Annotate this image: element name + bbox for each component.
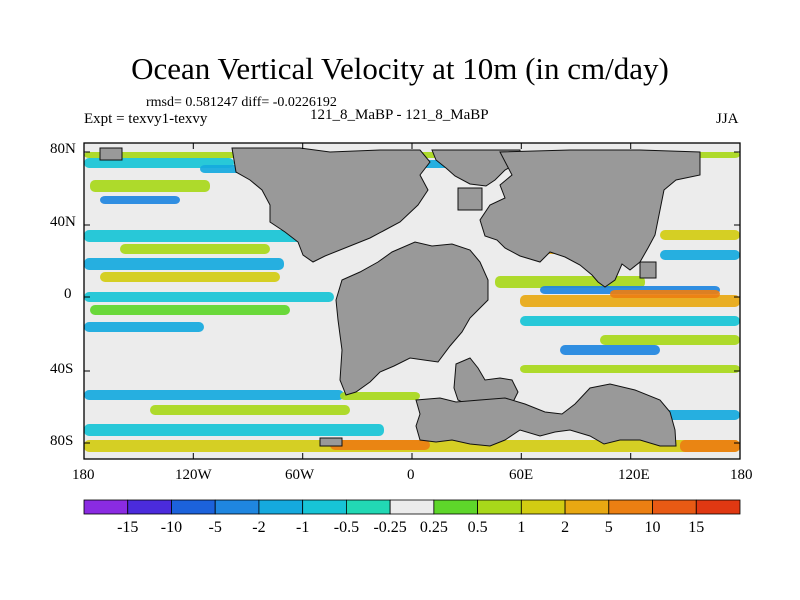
colorbar-box xyxy=(608,499,653,515)
field-band xyxy=(660,230,740,240)
lat-label-40n: 40N xyxy=(50,214,76,230)
field-band xyxy=(90,305,290,315)
colorbar-label: -15 xyxy=(117,519,138,536)
lon-label-120e: 120E xyxy=(618,467,650,483)
colorbar-label: 0.5 xyxy=(468,519,488,536)
colorbar-box xyxy=(433,499,479,515)
colorbar-box xyxy=(214,499,260,515)
colorbar-box xyxy=(389,499,435,515)
field-band xyxy=(84,230,324,242)
lon-label-0: 0 xyxy=(407,467,415,483)
land-island-2 xyxy=(457,187,483,211)
colorbar-label: -10 xyxy=(161,519,182,536)
colorbar-label: -0.25 xyxy=(373,519,406,536)
field-band xyxy=(100,196,180,204)
land-north-america xyxy=(231,147,431,263)
colorbar-label: 0.25 xyxy=(420,519,448,536)
field-band xyxy=(610,290,720,298)
colorbar-label: -5 xyxy=(209,519,222,536)
colorbar-label: 1 xyxy=(517,519,525,536)
field-band xyxy=(520,316,740,326)
land-masses xyxy=(99,147,701,447)
colorbar-box xyxy=(258,499,304,515)
colorbar-label: -1 xyxy=(296,519,309,536)
field-band xyxy=(660,250,740,260)
field-band xyxy=(84,292,334,302)
colorbar-label: 5 xyxy=(605,519,613,536)
colorbar-box xyxy=(127,499,172,515)
field-band xyxy=(84,322,204,332)
lon-label-60w: 60W xyxy=(285,467,315,483)
field-band xyxy=(520,365,740,373)
map-title: Ocean Vertical Velocity at 10m (in cm/da… xyxy=(131,51,669,86)
land-eurasia xyxy=(479,149,701,288)
field-band xyxy=(100,272,280,282)
stats-text: rmsd= 0.581247 diff= -0.0226192 xyxy=(146,95,337,110)
colorbar-label: 10 xyxy=(645,519,661,536)
lon-label-180e: 180 xyxy=(730,467,753,483)
axis-ticks xyxy=(83,143,741,459)
land-africa xyxy=(335,241,489,396)
colorbar-box xyxy=(171,499,216,515)
field-band xyxy=(680,440,740,452)
land-island-4 xyxy=(319,437,343,447)
lon-label-120w: 120W xyxy=(175,467,212,483)
experiment-label: Expt = texvy1-texvy xyxy=(84,111,208,127)
field-band xyxy=(600,335,740,345)
colorbar-label: 2 xyxy=(561,519,569,536)
field-band xyxy=(330,440,430,450)
lon-label-60e: 60E xyxy=(509,467,534,483)
lat-label-80n: 80N xyxy=(50,141,76,157)
colorbar-box xyxy=(652,499,697,515)
field-band xyxy=(150,405,350,415)
runs-label: 121_8_MaBP - 121_8_MaBP xyxy=(310,107,489,123)
field-band xyxy=(120,244,270,254)
lat-label-40s: 40S xyxy=(50,361,74,377)
lat-label-0: 0 xyxy=(64,286,72,302)
field-band xyxy=(84,390,344,400)
field-band xyxy=(84,258,284,270)
colorbar-box xyxy=(345,499,391,515)
lat-label-80s: 80S xyxy=(50,433,74,449)
land-island-1 xyxy=(99,147,123,161)
colorbar-label: -2 xyxy=(252,519,265,536)
field-band xyxy=(560,345,660,355)
land-antarctica xyxy=(415,383,677,447)
colorbar-box xyxy=(83,499,129,515)
season-label: JJA xyxy=(716,111,739,127)
colorbar-box xyxy=(477,499,522,515)
colorbar-box xyxy=(564,499,610,515)
field-band xyxy=(340,392,420,400)
colorbar-label: -0.5 xyxy=(334,519,359,536)
lon-label-180w: 180 xyxy=(72,467,95,483)
colorbar-box xyxy=(520,499,566,515)
land-island-3 xyxy=(639,261,657,279)
field-band xyxy=(90,180,210,192)
colorbar-box xyxy=(302,499,347,515)
field-band xyxy=(84,424,384,436)
colorbar-box xyxy=(695,499,741,515)
colorbar-label: 15 xyxy=(688,519,704,536)
